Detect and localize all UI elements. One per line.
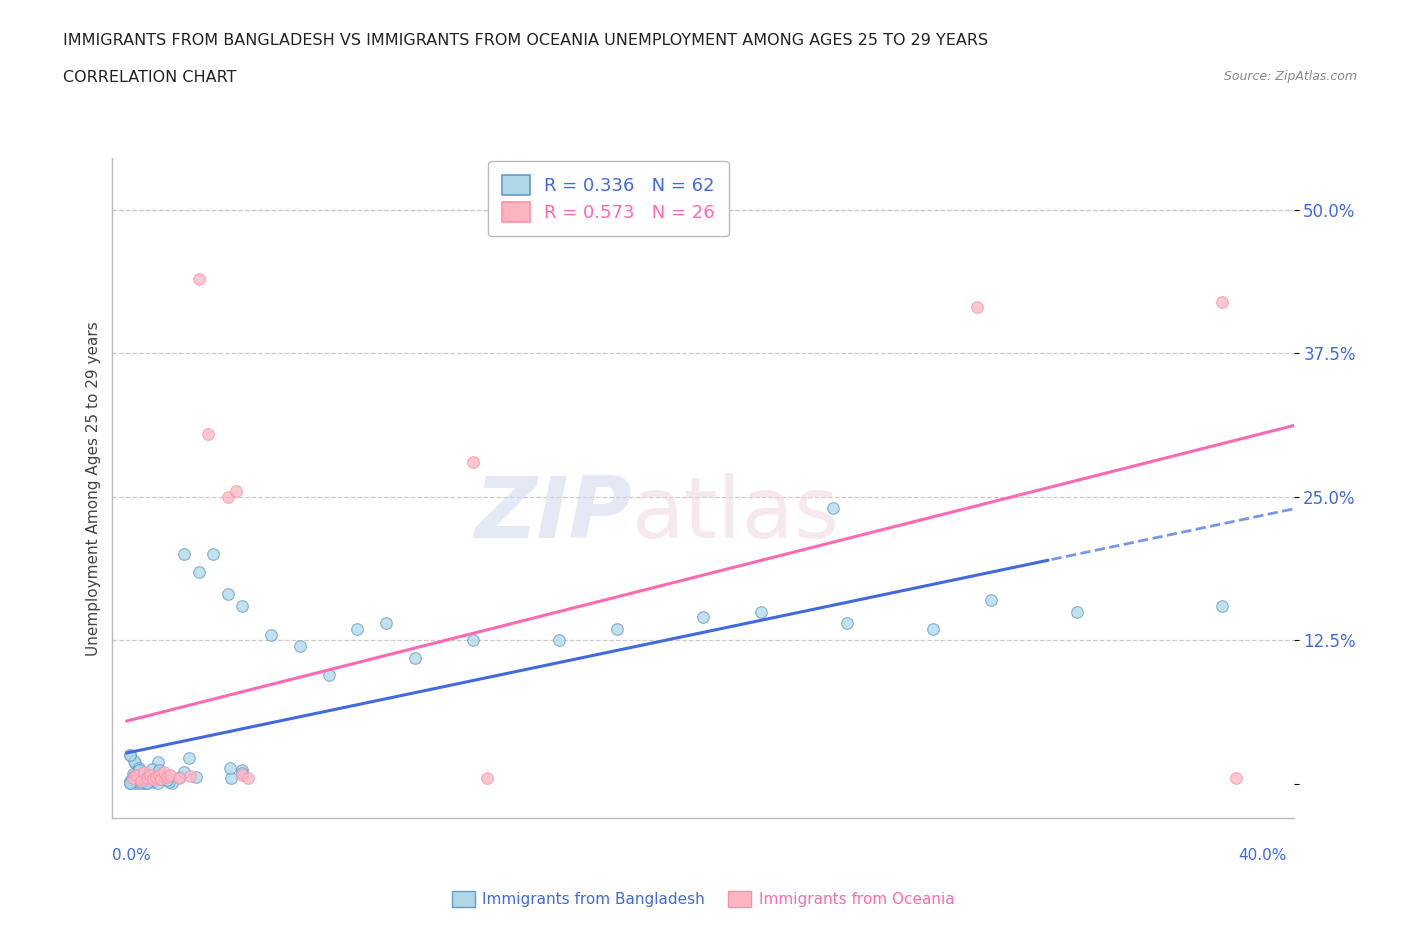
Point	[1211, 599, 1233, 614]
Y-axis label: Unemployment Among Ages 25 to 29 years: Unemployment Among Ages 25 to 29 years	[86, 321, 101, 656]
Point	[136, 776, 159, 790]
Point	[121, 774, 143, 789]
Point	[136, 771, 159, 786]
Point	[217, 489, 239, 504]
Point	[153, 765, 176, 780]
Point	[692, 610, 714, 625]
Text: IMMIGRANTS FROM BANGLADESH VS IMMIGRANTS FROM OCEANIA UNEMPLOYMENT AMONG AGES 25: IMMIGRANTS FROM BANGLADESH VS IMMIGRANTS…	[63, 33, 988, 47]
Point	[606, 621, 628, 636]
Point	[118, 748, 141, 763]
Point	[142, 775, 165, 790]
Point	[1225, 771, 1247, 786]
Point	[128, 773, 150, 788]
Text: ZIP: ZIP	[474, 473, 633, 556]
Point	[1211, 294, 1233, 309]
Point	[187, 565, 209, 579]
Point	[236, 771, 259, 786]
Point	[156, 770, 179, 785]
Point	[132, 776, 155, 790]
Point	[128, 761, 150, 776]
Point	[461, 455, 484, 470]
Legend: Immigrants from Bangladesh, Immigrants from Oceania: Immigrants from Bangladesh, Immigrants f…	[446, 884, 960, 913]
Point	[167, 771, 190, 786]
Text: CORRELATION CHART: CORRELATION CHART	[63, 70, 236, 85]
Legend: R = 0.336   N = 62, R = 0.573   N = 26: R = 0.336 N = 62, R = 0.573 N = 26	[488, 161, 730, 236]
Point	[375, 616, 398, 631]
Point	[128, 763, 150, 777]
Point	[148, 763, 170, 777]
Point	[128, 776, 150, 790]
Point	[145, 770, 167, 785]
Text: 40.0%: 40.0%	[1239, 848, 1286, 863]
Point	[219, 770, 242, 785]
Point	[186, 770, 208, 785]
Point	[980, 592, 1002, 607]
Text: Source: ZipAtlas.com: Source: ZipAtlas.com	[1223, 70, 1357, 83]
Point	[1066, 604, 1088, 619]
Point	[118, 776, 141, 790]
Point	[146, 776, 169, 790]
Point	[148, 754, 170, 769]
Point	[129, 773, 152, 788]
Point	[118, 748, 141, 763]
Point	[149, 772, 172, 787]
Point	[218, 761, 240, 776]
Point	[260, 627, 283, 642]
Point	[122, 768, 145, 783]
Point	[148, 767, 170, 782]
Point	[142, 772, 165, 787]
Point	[120, 776, 142, 790]
Point	[404, 650, 426, 665]
Point	[231, 765, 253, 780]
Point	[217, 587, 239, 602]
Text: atlas: atlas	[633, 473, 841, 556]
Point	[121, 771, 143, 786]
Point	[134, 765, 156, 780]
Point	[548, 633, 571, 648]
Point	[122, 753, 145, 768]
Point	[922, 621, 945, 636]
Point	[202, 547, 225, 562]
Point	[475, 771, 498, 786]
Point	[139, 767, 162, 782]
Point	[173, 547, 195, 562]
Point	[159, 767, 181, 782]
Point	[136, 774, 159, 789]
Text: 0.0%: 0.0%	[112, 848, 152, 863]
Point	[179, 768, 201, 783]
Point	[124, 775, 146, 790]
Point	[231, 763, 253, 777]
Point	[461, 633, 484, 648]
Point	[318, 668, 340, 683]
Point	[159, 775, 181, 790]
Point	[150, 772, 173, 787]
Point	[118, 773, 141, 788]
Point	[231, 767, 253, 782]
Point	[288, 639, 311, 654]
Point	[162, 776, 184, 790]
Point	[169, 769, 191, 784]
Point	[122, 775, 145, 790]
Point	[121, 766, 143, 781]
Point	[121, 774, 143, 789]
Point	[156, 773, 179, 788]
Point	[124, 756, 146, 771]
Point	[148, 769, 170, 784]
Point	[197, 426, 219, 441]
Point	[177, 751, 200, 765]
Point	[749, 604, 772, 619]
Point	[346, 621, 368, 636]
Point	[821, 501, 844, 516]
Point	[231, 599, 253, 614]
Point	[966, 300, 988, 315]
Point	[225, 484, 247, 498]
Point	[124, 767, 146, 782]
Point	[135, 776, 157, 790]
Point	[835, 616, 858, 631]
Point	[141, 762, 163, 777]
Point	[173, 764, 195, 779]
Point	[131, 773, 153, 788]
Point	[187, 272, 209, 286]
